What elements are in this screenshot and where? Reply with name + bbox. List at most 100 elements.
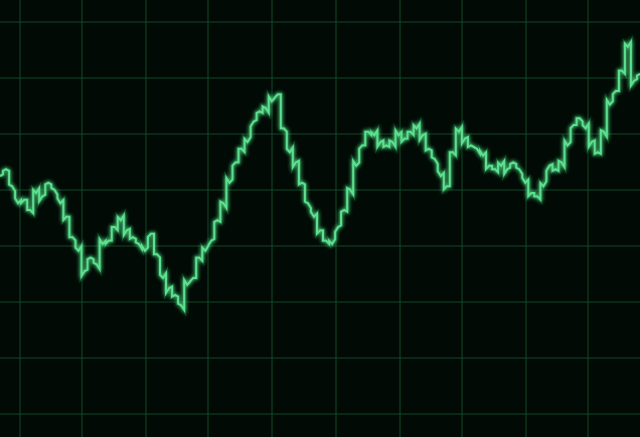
data-point [252, 120, 255, 123]
data-point [403, 137, 406, 140]
data-point [144, 249, 146, 252]
data-point [240, 147, 243, 150]
data-point [270, 100, 273, 103]
data-point [23, 198, 26, 201]
data-point [294, 161, 297, 164]
data-point [222, 202, 225, 205]
data-point [518, 168, 521, 171]
data-point [35, 192, 38, 194]
data-point [89, 256, 92, 259]
data-point [578, 117, 581, 120]
data-point [301, 181, 303, 184]
data-point [548, 164, 551, 167]
data-point [186, 283, 189, 286]
data-point [355, 164, 358, 167]
data-point [258, 110, 261, 113]
data-point [65, 215, 68, 218]
data-point [536, 195, 539, 198]
data-point [131, 236, 134, 239]
data-point [464, 137, 466, 140]
data-point [596, 151, 599, 154]
data-point [524, 181, 527, 184]
data-point [433, 158, 436, 160]
data-point [566, 144, 569, 147]
data-point [156, 253, 158, 256]
data-point [476, 147, 478, 150]
data-point [246, 141, 249, 143]
series-layer [0, 35, 640, 317]
data-point [180, 304, 183, 307]
data-point [470, 144, 472, 147]
data-point [83, 270, 86, 273]
data-point [385, 144, 388, 147]
data-point [391, 141, 394, 143]
data-point [53, 188, 56, 191]
data-point [174, 294, 177, 296]
data-point [210, 239, 213, 242]
data-point [162, 277, 164, 279]
data-point [337, 226, 339, 228]
data-point [138, 243, 140, 245]
data-point [264, 107, 267, 109]
data-point [500, 164, 502, 167]
data-point [427, 147, 430, 150]
data-point [409, 130, 412, 133]
data-point [367, 130, 370, 133]
data-point [361, 144, 364, 147]
data-point [397, 134, 400, 137]
data-point [421, 134, 424, 137]
data-point [234, 161, 237, 164]
data-point [150, 232, 152, 235]
data-point [439, 175, 442, 177]
data-point [506, 168, 509, 171]
data-point [331, 243, 333, 245]
data-point [47, 181, 50, 184]
data-point [77, 249, 80, 252]
data-point [276, 93, 279, 96]
data-point [343, 209, 346, 211]
data-point [627, 45, 629, 48]
data-point [198, 256, 201, 259]
data-point [633, 79, 635, 82]
data-point [228, 181, 231, 184]
data-point [621, 69, 623, 72]
data-point [373, 134, 376, 137]
data-point [494, 168, 496, 171]
data-point [349, 188, 352, 191]
data-point [192, 277, 195, 279]
data-point [458, 130, 460, 133]
data-point [95, 263, 98, 266]
data-point [11, 185, 14, 188]
data-point [313, 215, 315, 218]
data-point [0, 175, 1, 177]
data-point [590, 141, 593, 143]
data-point [554, 168, 557, 171]
data-point [71, 236, 74, 239]
data-point [125, 229, 128, 232]
data-point [113, 226, 116, 228]
data-point [307, 202, 309, 205]
data-point [204, 249, 207, 252]
data-point [512, 161, 515, 164]
data-point [415, 127, 418, 130]
data-point [119, 219, 122, 222]
data-point [168, 287, 171, 290]
data-point [288, 151, 291, 154]
data-point [445, 185, 448, 188]
data-point [560, 161, 563, 164]
data-point [451, 151, 454, 154]
data-point [602, 130, 605, 133]
data-point [325, 239, 327, 242]
data-point [29, 209, 32, 211]
data-point [614, 90, 617, 92]
data-point [542, 185, 545, 188]
data-point [530, 192, 533, 194]
data-point [319, 229, 321, 232]
data-point [107, 239, 110, 242]
data-point [17, 202, 19, 205]
data-point [608, 103, 611, 106]
